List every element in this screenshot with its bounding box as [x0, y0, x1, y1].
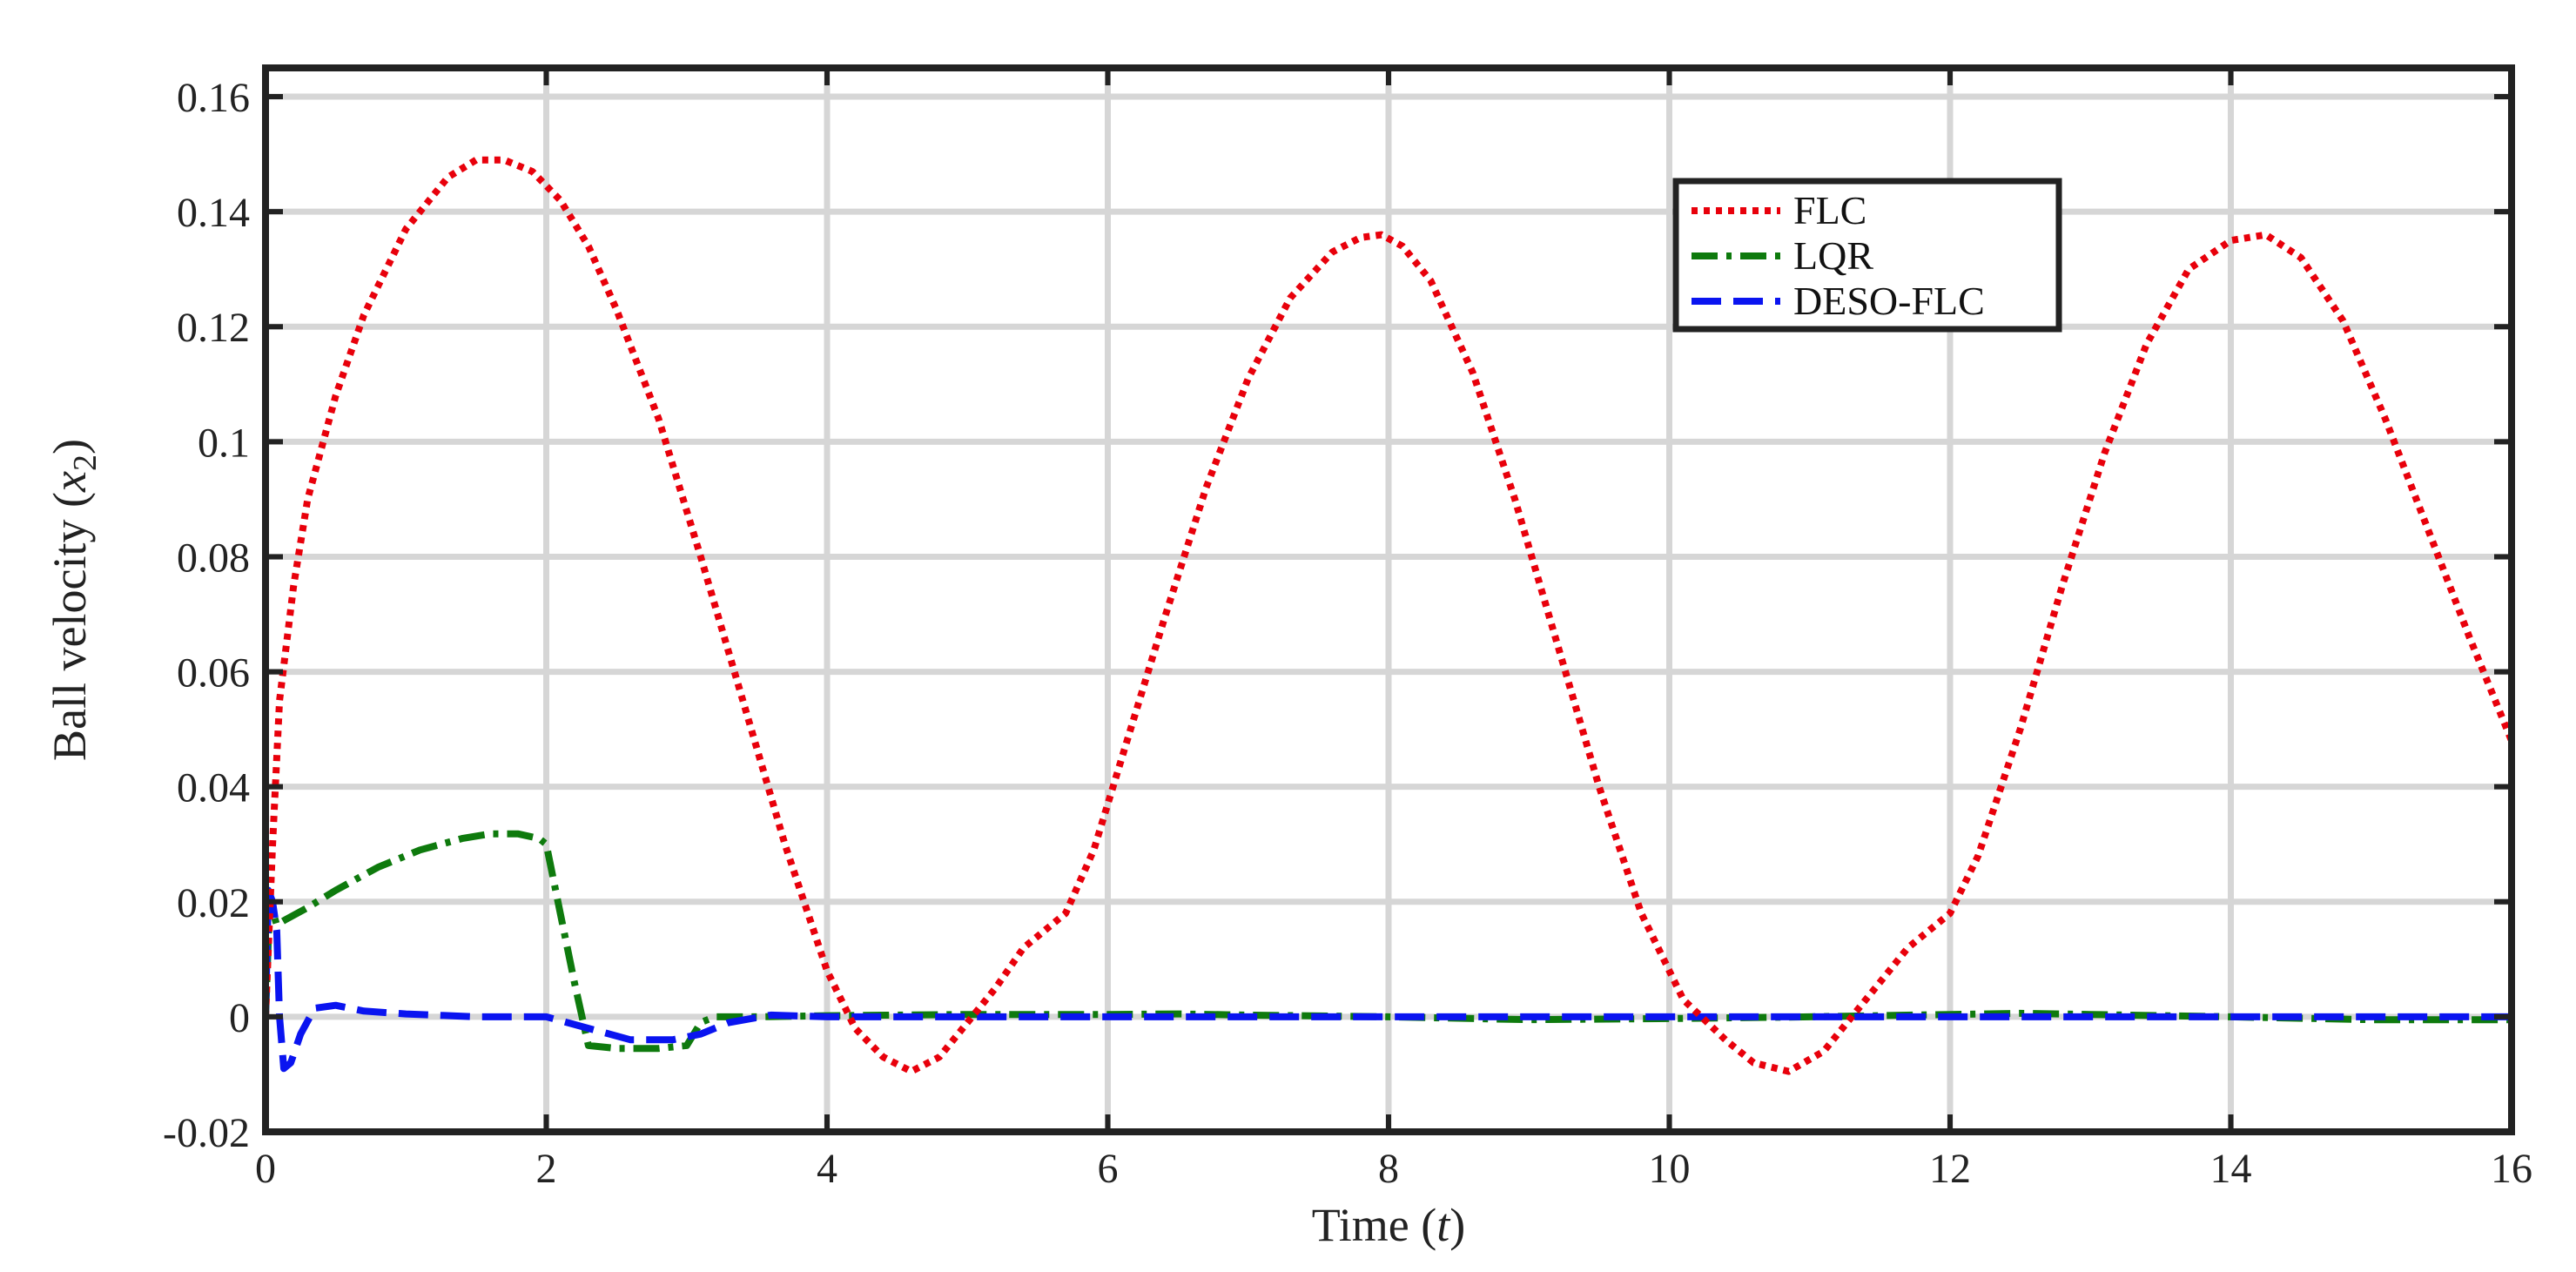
y-axis-title: Ball velocity (x2): [44, 439, 104, 761]
y-tick-label: 0: [229, 995, 250, 1041]
y-tick-label: 0.02: [177, 880, 250, 926]
x-tick-label: 12: [1929, 1146, 1971, 1192]
y-tick-label: 0.16: [177, 75, 250, 121]
x-tick-label: 8: [1378, 1146, 1399, 1192]
legend-label-deso-flc: DESO-FLC: [1793, 279, 1985, 323]
y-tick-label: 0.14: [177, 190, 250, 236]
x-axis-title: Time (t): [1312, 1199, 1466, 1251]
tick-marks: [263, 68, 2514, 1134]
x-tick-label: 6: [1098, 1146, 1119, 1192]
x-tick-label: 10: [1649, 1146, 1691, 1192]
series-line-flc: [262, 156, 2515, 1075]
plot-series: [262, 156, 2515, 1075]
series-line-lqr: [262, 830, 2512, 1053]
y-tick-labels: -0.02 0 0.02 0.04 0.06 0.08 0.1 0.12 0.14 0.16: [163, 75, 250, 1156]
y-tick-label: -0.02: [163, 1110, 250, 1156]
y-tick-label: 0.08: [177, 535, 250, 581]
y-tick-label: 0.04: [177, 765, 250, 811]
legend-label-lqr: LQR: [1793, 233, 1873, 278]
x-tick-label: 0: [255, 1146, 276, 1192]
x-tick-label: 4: [817, 1146, 837, 1192]
y-tick-label: 0.12: [177, 305, 250, 351]
legend-label-flc: FLC: [1793, 188, 1866, 232]
legend: FLC LQR DESO-FLC: [1672, 178, 2062, 333]
y-tick-label: 0.06: [177, 650, 250, 697]
x-tick-label: 14: [2210, 1146, 2252, 1192]
grid: [266, 68, 2512, 1135]
y-tick-label: 0.1: [198, 420, 250, 466]
x-tick-label: 16: [2491, 1146, 2532, 1192]
series-line-deso-flc: [262, 886, 2512, 1073]
x-tick-labels: 0 2 4 6 8 10 12 14 16: [255, 1146, 2532, 1192]
x-tick-label: 2: [536, 1146, 557, 1192]
